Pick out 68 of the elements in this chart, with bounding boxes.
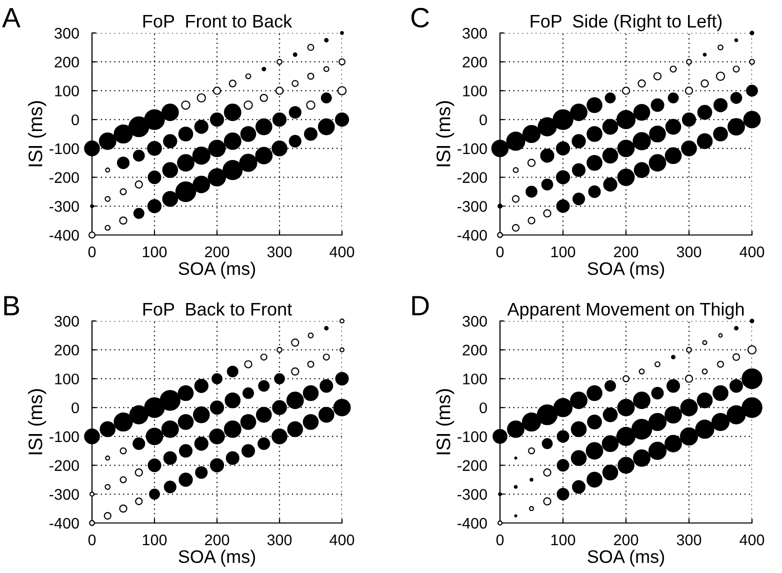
y-tick-label: 200 bbox=[54, 56, 79, 68]
y-tick-label: -100 bbox=[50, 431, 79, 442]
chart-title: Apparent Movement on Thigh bbox=[507, 302, 744, 320]
y-tick-label: 300 bbox=[54, 316, 79, 327]
chart-title: FoP Back to Front bbox=[143, 302, 292, 316]
y-tick-label: -300 bbox=[458, 489, 487, 500]
y-tick-label: 0 bbox=[72, 114, 79, 126]
y-tick-label: -300 bbox=[50, 201, 79, 212]
x-tick-label: 100 bbox=[142, 246, 167, 258]
x-axis-title: SOA (ms) bbox=[178, 550, 256, 567]
x-tick-label: 400 bbox=[740, 534, 764, 546]
y-axis-title: ISI (ms) bbox=[28, 101, 46, 166]
y-tick-label: -300 bbox=[50, 489, 79, 500]
y-tick-label: -200 bbox=[50, 460, 79, 471]
y-tick-label: 0 bbox=[72, 402, 79, 414]
y-tick-label: -100 bbox=[458, 431, 487, 442]
x-tick-label: 0 bbox=[88, 246, 96, 258]
x-tick-label: 0 bbox=[88, 534, 96, 546]
y-tick-label: 200 bbox=[462, 56, 487, 68]
chart-title: FoP Front to Back bbox=[143, 14, 292, 28]
x-tick-label: 300 bbox=[267, 246, 292, 258]
x-tick-label: 200 bbox=[205, 534, 230, 546]
y-tick-label: -100 bbox=[50, 143, 79, 154]
y-tick-label: -100 bbox=[458, 143, 487, 154]
y-tick-label: -400 bbox=[50, 518, 79, 529]
y-tick-label: 300 bbox=[54, 28, 79, 39]
y-tick-label: -200 bbox=[458, 460, 487, 471]
y-tick-label: 100 bbox=[463, 374, 487, 384]
y-tick-label: 200 bbox=[462, 344, 487, 356]
x-tick-label: 300 bbox=[267, 534, 292, 546]
y-tick-label: -200 bbox=[50, 172, 79, 183]
x-tick-label: 0 bbox=[496, 534, 504, 546]
y-tick-label: -200 bbox=[458, 172, 487, 183]
x-axis-title: SOA (ms) bbox=[178, 262, 256, 279]
y-tick-label: -400 bbox=[50, 230, 79, 241]
chart-title: FoP Side (Right to Left) bbox=[530, 14, 722, 32]
y-tick-label: 300 bbox=[462, 28, 487, 39]
y-tick-label: -300 bbox=[458, 201, 487, 212]
y-tick-label: -400 bbox=[458, 518, 487, 529]
x-tick-label: 400 bbox=[330, 534, 354, 546]
y-tick-label: 200 bbox=[54, 344, 79, 356]
text: B bbox=[4, 296, 20, 316]
y-axis-title: ISI (ms) bbox=[436, 389, 454, 454]
y-tick-label: 300 bbox=[462, 316, 487, 327]
x-axis-title: SOA (ms) bbox=[588, 262, 664, 279]
y-tick-label: 100 bbox=[55, 86, 79, 96]
x-tick-label: 400 bbox=[330, 246, 354, 258]
x-tick-label: 300 bbox=[676, 534, 702, 546]
x-tick-label: 100 bbox=[551, 534, 576, 546]
text: A bbox=[2, 8, 20, 28]
x-tick-label: 100 bbox=[551, 246, 576, 258]
x-tick-label: 200 bbox=[205, 246, 230, 258]
y-tick-label: 0 bbox=[480, 402, 487, 414]
y-axis-title: ISI (ms) bbox=[436, 101, 454, 166]
text: D bbox=[412, 296, 429, 316]
text: C bbox=[411, 8, 429, 28]
y-tick-label: 100 bbox=[55, 374, 79, 384]
x-tick-label: 400 bbox=[740, 246, 764, 258]
x-tick-label: 300 bbox=[676, 246, 702, 258]
x-tick-label: 200 bbox=[614, 246, 638, 258]
y-axis-title: ISI (ms) bbox=[28, 389, 46, 454]
x-tick-label: 0 bbox=[496, 246, 504, 258]
y-tick-label: 100 bbox=[463, 86, 487, 96]
x-axis-title: SOA (ms) bbox=[588, 550, 664, 567]
x-tick-label: 100 bbox=[142, 534, 167, 546]
y-tick-label: -400 bbox=[458, 230, 487, 241]
x-tick-label: 200 bbox=[614, 534, 638, 546]
y-tick-label: 0 bbox=[480, 114, 487, 126]
